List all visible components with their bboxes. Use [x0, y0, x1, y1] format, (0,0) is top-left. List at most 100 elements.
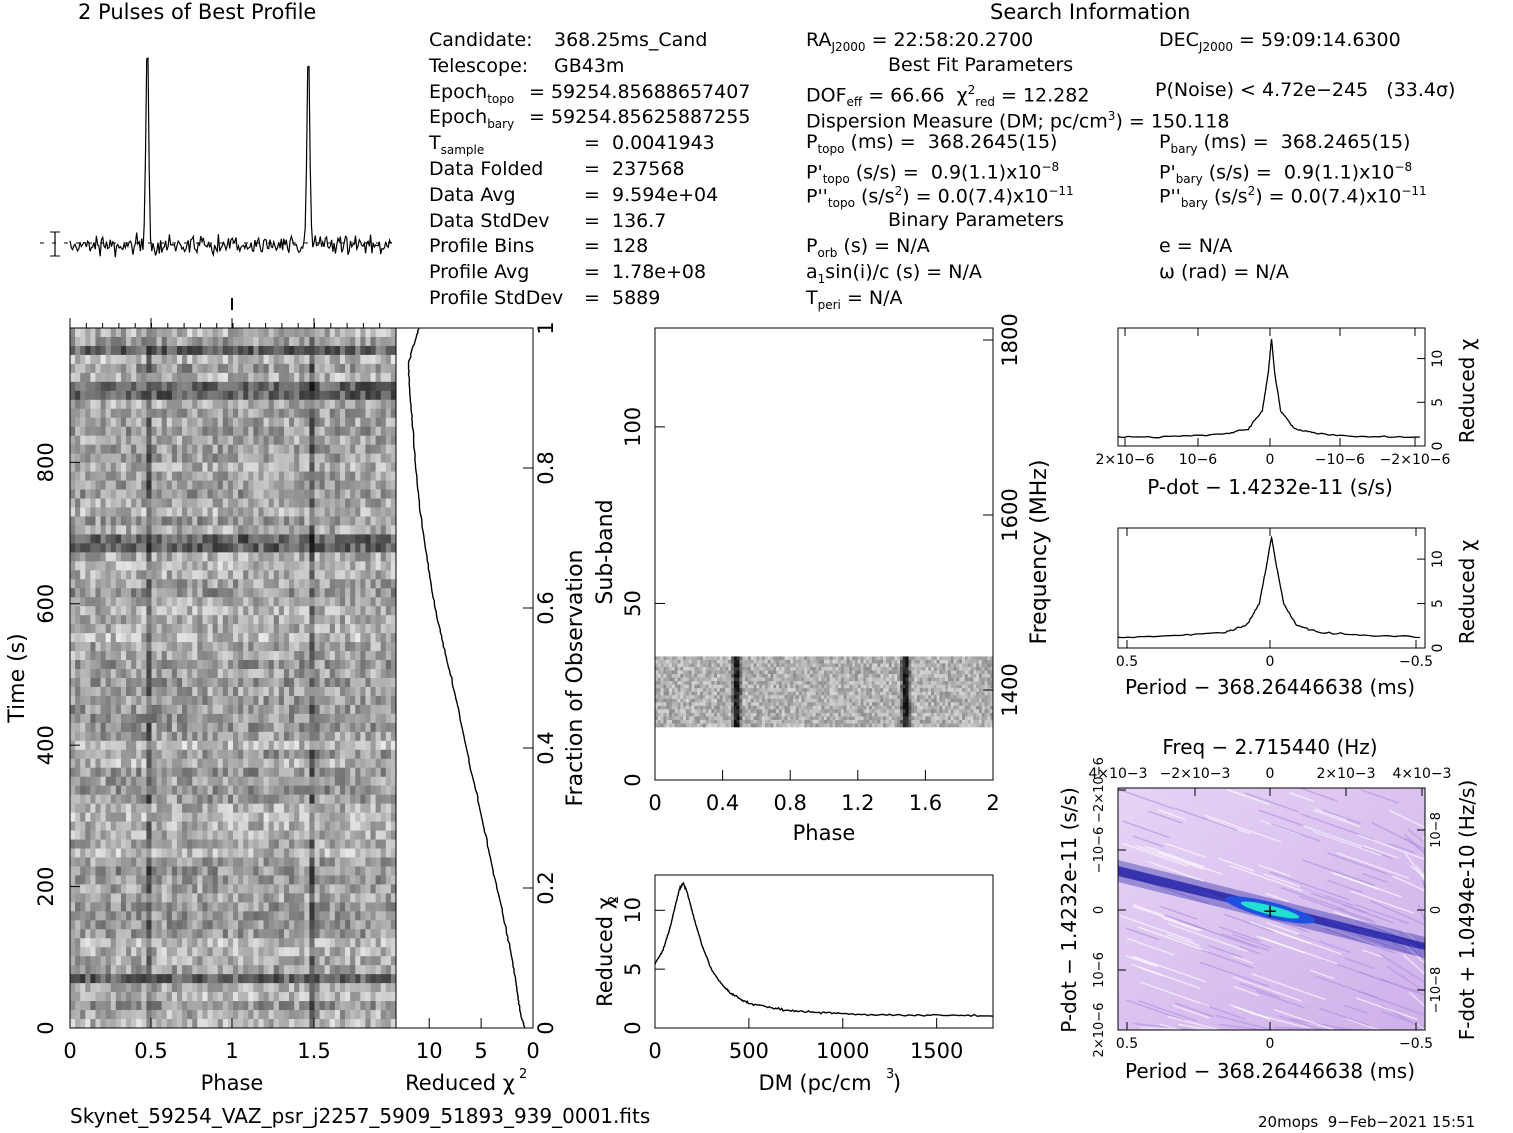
heat-cell: [110, 857, 117, 867]
heat-cell: [339, 704, 346, 715]
heat-cell: [355, 363, 361, 374]
heat-cell: [355, 480, 361, 490]
heat-cell: [70, 893, 76, 903]
heat-cell: [304, 408, 310, 419]
heat-cell: [182, 794, 188, 805]
heat-cell: [146, 812, 152, 822]
heat-cell: [294, 884, 300, 894]
heat-cell: [278, 704, 285, 715]
heat-cell: [151, 624, 157, 634]
heat-cell: [75, 965, 81, 975]
heat-cell: [329, 462, 336, 472]
heat-cell: [258, 695, 264, 706]
heat-cell: [319, 704, 326, 715]
heat-cell: [212, 417, 219, 428]
heat-cell: [176, 480, 183, 490]
heat-cell: [166, 363, 173, 374]
heat-cell: [390, 938, 397, 948]
heat-cell: [365, 489, 371, 499]
heat-cell: [360, 669, 366, 679]
heat-cell: [110, 911, 117, 921]
heat-cell: [187, 938, 193, 948]
heat-cell: [192, 920, 198, 930]
heat-cell: [345, 381, 351, 392]
heat-cell: [192, 381, 198, 392]
heat-cell: [309, 363, 315, 374]
heat-cell: [289, 462, 295, 472]
heat-cell: [329, 902, 336, 912]
heat-cell: [115, 633, 122, 643]
heat-cell: [355, 758, 361, 769]
heat-cell: [263, 390, 270, 401]
heat-cell: [253, 722, 259, 733]
heat-cell: [166, 803, 173, 814]
heat-cell: [370, 633, 377, 643]
heat-cell: [289, 695, 295, 706]
heat-cell: [95, 552, 101, 562]
heat-cell: [95, 328, 101, 338]
heat-cell: [90, 722, 96, 733]
heat-cell: [187, 678, 193, 688]
heat-cell: [176, 462, 183, 472]
heat-cell: [161, 1010, 168, 1020]
heat-cell: [263, 345, 270, 356]
heat-cell: [365, 462, 371, 472]
heat-cell: [227, 758, 234, 769]
heat-cell: [115, 660, 122, 670]
heat-cell: [258, 336, 264, 347]
heat-cell: [90, 902, 96, 912]
heat-cell: [136, 669, 142, 679]
heat-cell: [233, 426, 239, 437]
heat-cell: [314, 857, 320, 867]
heat-cell: [182, 992, 188, 1002]
heat-cell: [385, 462, 392, 472]
heat-cell: [294, 749, 300, 760]
heat-cell: [222, 857, 229, 867]
heat-cell: [197, 992, 203, 1002]
candidate-label: Telescope:: [429, 54, 529, 77]
heat-cell: [100, 902, 107, 912]
heat-cell: [182, 911, 188, 921]
heat-cell: [90, 363, 96, 374]
heat-cell: [187, 1010, 193, 1020]
heat-cell: [375, 857, 382, 867]
heat-cell: [309, 1001, 315, 1011]
heat-cell: [248, 1001, 254, 1011]
heat-cell: [192, 866, 198, 876]
heat-cell: [136, 435, 142, 446]
heat-cell: [385, 695, 392, 706]
heat-cell: [222, 704, 229, 715]
heat-cell: [80, 929, 86, 939]
heat-cell: [126, 902, 132, 912]
heat-cell: [151, 785, 157, 796]
heat-cell: [339, 444, 346, 455]
heat-cell: [126, 947, 132, 957]
heat-cell: [95, 839, 101, 849]
heat-cell: [136, 516, 142, 526]
heat-cell: [105, 749, 112, 760]
heat-cell: [70, 857, 76, 867]
heat-cell: [217, 947, 224, 957]
heat-cell: [370, 938, 377, 948]
heat-cell: [222, 588, 229, 598]
heat-cell: [375, 642, 382, 652]
heat-cell: [360, 390, 366, 401]
heat-cell: [95, 498, 101, 508]
heat-cell: [105, 426, 112, 437]
heat-cell: [90, 453, 96, 464]
heat-cell: [192, 839, 198, 849]
heat-cell: [375, 821, 382, 831]
heat-cell: [202, 767, 208, 778]
heat-cell: [233, 408, 239, 419]
heat-cell: [238, 588, 244, 598]
heat-cell: [141, 866, 147, 876]
heat-cell: [217, 875, 224, 885]
heat-cell: [380, 794, 387, 805]
heat-cell: [268, 884, 275, 894]
heat-cell: [309, 516, 315, 526]
heat-cell: [90, 417, 96, 428]
heat-cell: [156, 812, 163, 822]
heat-cell: [380, 767, 387, 778]
heat-cell: [278, 363, 285, 374]
heat-cell: [345, 803, 351, 814]
